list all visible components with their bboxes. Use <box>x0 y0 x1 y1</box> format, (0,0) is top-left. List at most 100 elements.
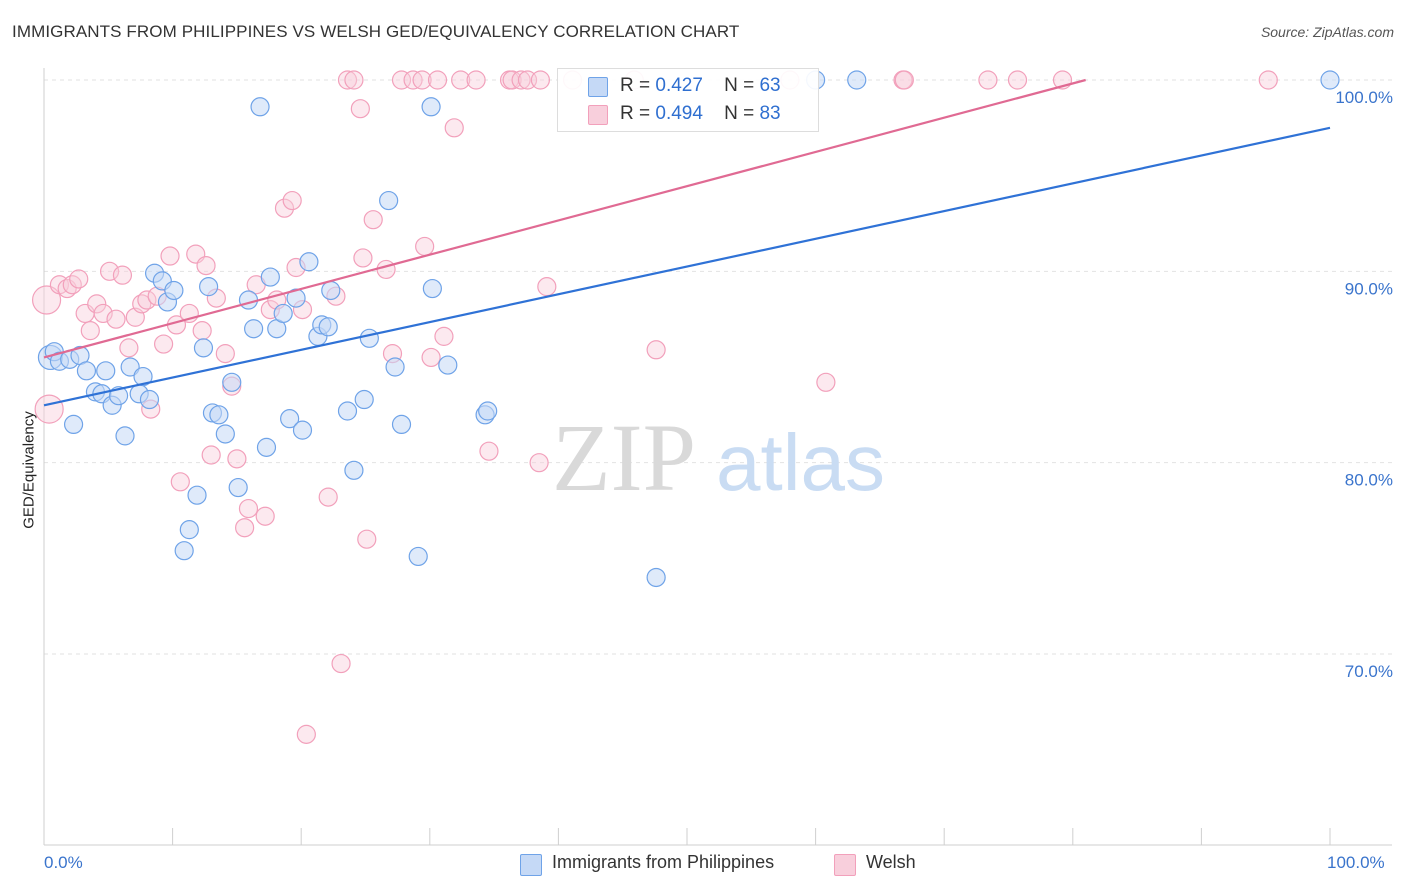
welsh-point <box>137 290 157 310</box>
welsh-point <box>274 198 295 218</box>
philippines-point <box>391 414 412 434</box>
legend-r-label: R = <box>620 103 651 124</box>
legend-n-label: N = <box>724 75 755 96</box>
welsh-point <box>80 321 100 341</box>
welsh-point <box>119 338 139 358</box>
philippines-point <box>321 280 341 301</box>
welsh-point <box>816 372 836 392</box>
y-tick-label: 80.0% <box>1345 471 1393 490</box>
welsh-point <box>529 453 549 473</box>
philippines-point <box>438 355 458 375</box>
welsh-point <box>444 118 464 138</box>
watermark-zip: ZIP <box>552 404 696 511</box>
legend-n-value-philippines: 63 <box>759 75 781 96</box>
x-axis-max-label: 100.0% <box>1327 853 1385 872</box>
welsh-point <box>1007 70 1028 90</box>
welsh-trend-line <box>43 78 1086 359</box>
welsh-point <box>132 294 152 314</box>
welsh-point <box>153 334 174 354</box>
philippines-point <box>63 414 84 434</box>
philippines-point <box>187 485 207 505</box>
philippines-point <box>292 420 313 440</box>
welsh-point <box>196 255 216 276</box>
bottom-legend-philippines: Immigrants from Philippines <box>552 852 775 872</box>
legend-row-philippines: R = 0.427 N = 63 <box>620 75 781 97</box>
legend-swatch-welsh <box>588 105 608 125</box>
philippines-point <box>199 277 219 297</box>
y-tick-label: 100.0% <box>1335 88 1393 107</box>
welsh-point <box>160 246 180 266</box>
philippines-point <box>244 319 264 339</box>
welsh-point <box>215 344 235 364</box>
welsh-point <box>421 347 441 368</box>
philippines-point <box>422 278 442 299</box>
welsh-point <box>894 70 914 90</box>
philippines-point <box>164 280 184 301</box>
philippines-point <box>286 288 306 308</box>
welsh-point <box>1258 70 1278 90</box>
philippines-point <box>222 372 242 392</box>
philippines-point <box>174 541 194 561</box>
philippines-point <box>646 567 666 588</box>
welsh-point <box>537 277 557 297</box>
legend-n-label: N = <box>724 103 755 124</box>
x-axis-min-label: 0.0% <box>44 853 83 872</box>
philippines-point <box>385 357 405 377</box>
legend-r-value-welsh: 0.494 <box>655 103 703 124</box>
legend-swatch-philippines <box>588 77 608 97</box>
y-axis-label: GED/Equivalency <box>20 411 38 529</box>
philippines-point <box>318 317 338 337</box>
philippines-point <box>139 389 160 410</box>
welsh-point <box>350 99 370 119</box>
welsh-point <box>427 70 448 90</box>
welsh-point <box>99 261 120 281</box>
philippines-point <box>299 252 319 272</box>
welsh-point <box>530 70 550 90</box>
welsh-point <box>106 309 126 329</box>
philippines-point <box>238 290 259 310</box>
gridlines <box>44 79 1392 655</box>
welsh-point <box>238 498 259 519</box>
philippines-point <box>408 546 428 567</box>
welsh-point <box>357 529 377 549</box>
welsh-point <box>170 472 190 492</box>
welsh-point <box>434 326 454 346</box>
welsh-point <box>451 70 471 90</box>
welsh-point <box>255 506 275 526</box>
philippines-point <box>344 460 364 480</box>
welsh-point <box>34 394 64 424</box>
welsh-point <box>415 236 435 257</box>
trend-lines <box>43 78 1331 407</box>
welsh-point <box>363 210 383 230</box>
philippines-point <box>120 357 140 377</box>
philippines-point <box>280 409 300 429</box>
welsh-point <box>87 294 107 314</box>
legend: R = 0.427 N = 63 R = 0.494 N = 83 <box>557 68 819 132</box>
philippines-point <box>260 267 280 287</box>
philippines-point <box>179 520 199 540</box>
legend-n-value-welsh: 83 <box>759 103 781 124</box>
philippines-point <box>193 338 214 358</box>
welsh-point <box>978 70 998 90</box>
y-tick-labels: 70.0% 80.0% 90.0% 100.0% <box>1335 88 1393 681</box>
philippines-point <box>847 70 867 90</box>
philippines-point <box>250 97 270 117</box>
welsh-point <box>31 285 62 315</box>
philippines-point <box>133 366 153 387</box>
philippines-trend-line <box>43 126 1331 407</box>
legend-row-welsh: R = 0.494 N = 83 <box>620 103 781 125</box>
philippines-point <box>256 437 277 457</box>
philippines-point <box>273 303 293 324</box>
welsh-point <box>479 441 499 461</box>
philippines-point <box>354 389 374 410</box>
welsh-point <box>331 653 351 674</box>
welsh-point <box>282 190 302 211</box>
watermark-atlas: atlas <box>716 418 885 507</box>
welsh-point <box>235 518 255 538</box>
philippines-point <box>359 328 379 348</box>
welsh-point <box>466 70 486 90</box>
welsh-point <box>337 70 358 90</box>
welsh-point <box>192 321 212 341</box>
philippines-point <box>96 361 116 381</box>
